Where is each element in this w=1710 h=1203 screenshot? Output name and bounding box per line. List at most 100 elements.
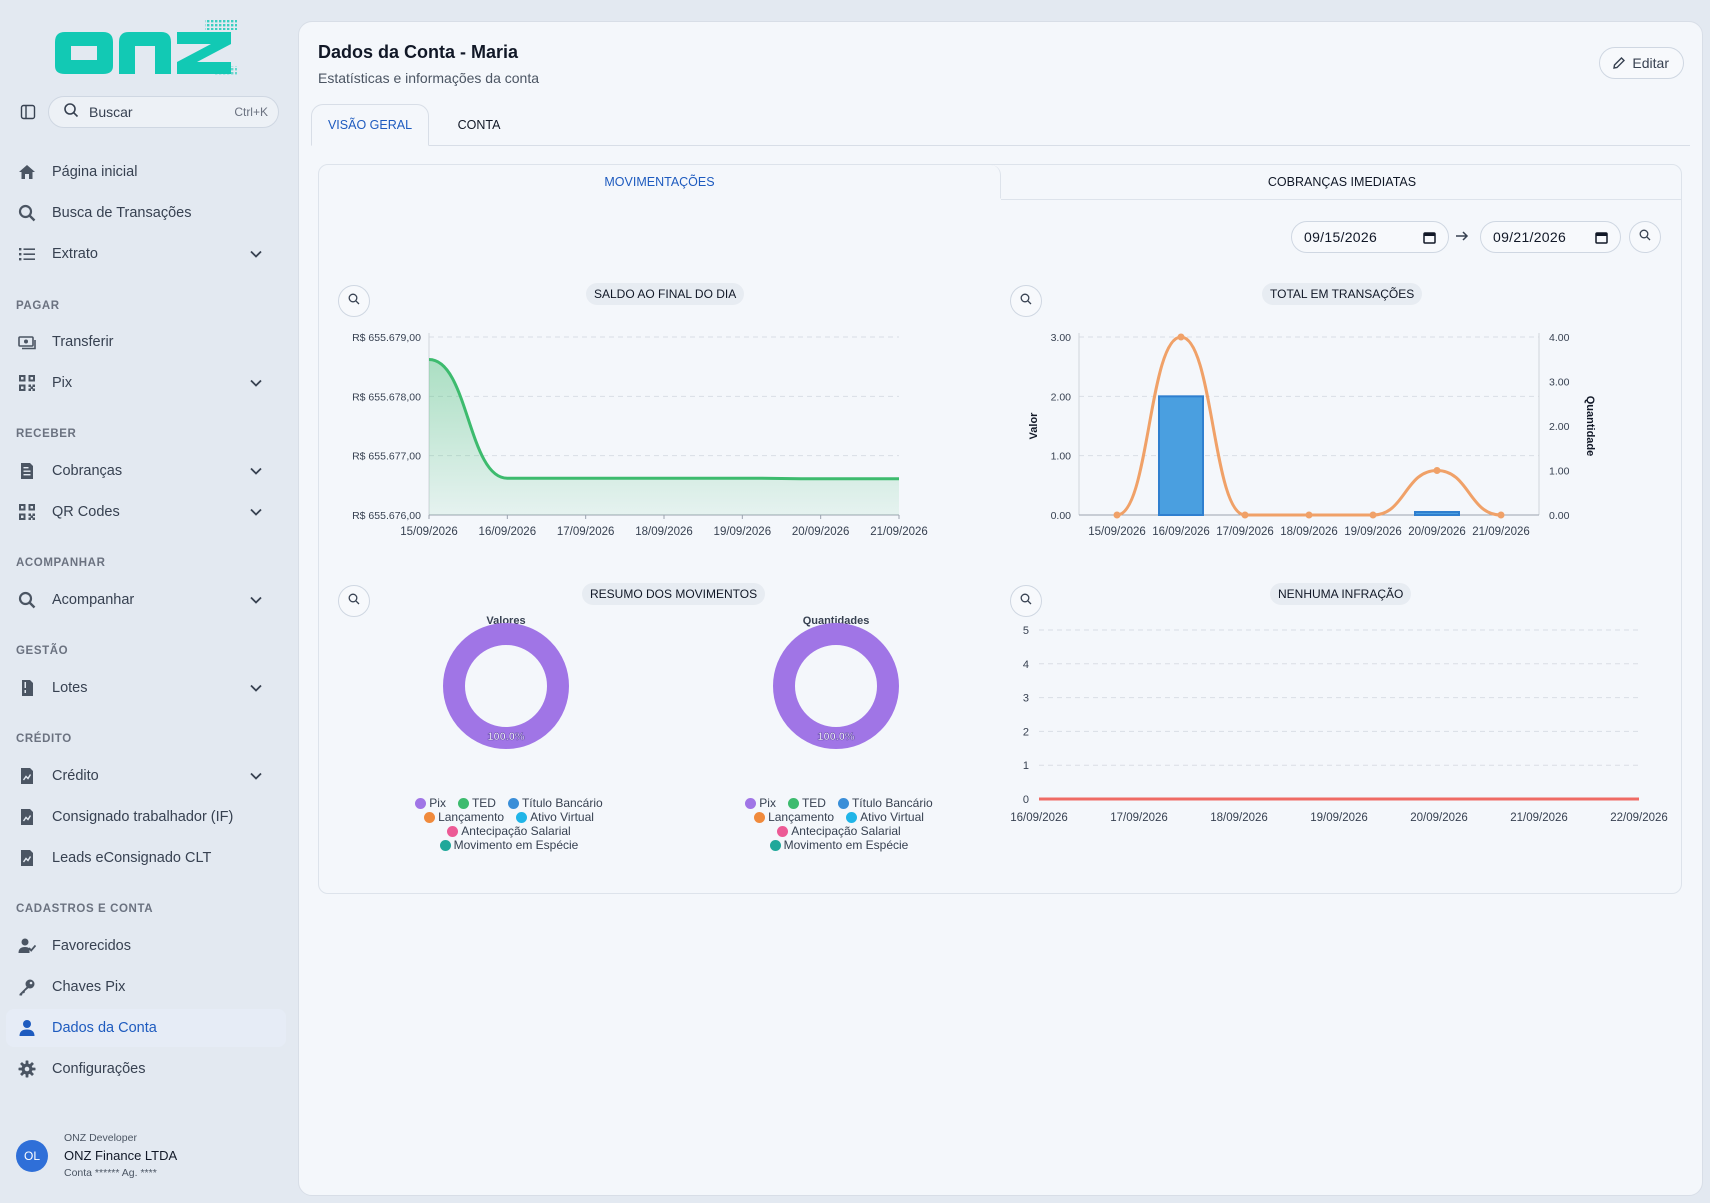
x-tick-label: 19/09/2026 (1310, 812, 1368, 824)
sidebar-item-transferir[interactable]: Transferir (6, 323, 286, 361)
credit-document-icon (16, 765, 38, 787)
legend-item[interactable]: Pix (745, 796, 776, 810)
legend-item[interactable]: Antecipação Salarial (447, 824, 571, 838)
sidebar-item-dados-conta[interactable]: Dados da Conta (6, 1009, 286, 1047)
y-tick-label: 2.00 (1051, 391, 1072, 403)
zoom-chart-button[interactable] (1010, 585, 1042, 617)
legend-dot-icon (415, 797, 427, 809)
sidebar-item-label: Acompanhar (52, 592, 135, 608)
donut-slice (773, 623, 899, 749)
zoom-chart-button[interactable] (338, 585, 370, 617)
sidebar-item-favorecidos[interactable]: Favorecidos (6, 927, 286, 965)
chart-title-infracao: NENHUMA INFRAÇÃO (1270, 583, 1412, 605)
chevron-down-icon (248, 246, 264, 262)
x-tick-label: 22/09/2026 (1610, 812, 1668, 824)
y2-axis-label: Quantidade (1584, 396, 1596, 457)
search-placeholder: Buscar (89, 104, 133, 120)
x-tick-label: 16/09/2026 (479, 526, 537, 535)
legend-label: Movimento em Espécie (783, 838, 909, 852)
legend-item[interactable]: Ativo Virtual (846, 810, 924, 824)
subtab-cobrancas-imediatas[interactable]: COBRANÇAS IMEDIATAS (1267, 175, 1417, 189)
chart-title-transacoes: TOTAL EM TRANSAÇÕES (1262, 283, 1423, 305)
section-pagar: PAGAR (16, 300, 60, 312)
balance-line (428, 358, 899, 481)
movements-card: MOVIMENTAÇÕES COBRANÇAS IMEDIATAS 09/15/… (318, 164, 1682, 894)
tab-conta[interactable]: CONTA (457, 118, 501, 132)
legend-item[interactable]: TED (787, 796, 826, 810)
start-date-input[interactable]: 09/15/2026 (1291, 221, 1449, 253)
chevron-down-icon (248, 463, 264, 479)
zoom-chart-button[interactable] (1010, 285, 1042, 317)
quantity-point (1497, 511, 1505, 519)
zoom-chart-button[interactable] (338, 285, 370, 317)
sidebar-item-lotes[interactable]: Lotes (6, 669, 286, 707)
x-tick-label: 16/09/2026 (1152, 526, 1210, 535)
legend-item[interactable]: Movimento em Espécie (769, 838, 909, 852)
y-tick-label: 5 (1023, 625, 1029, 637)
sidebar-item-extrato[interactable]: Extrato (6, 235, 286, 273)
search-icon (1020, 292, 1032, 310)
sidebar-item-label: Dados da Conta (52, 1020, 157, 1036)
legend-label: Antecipação Salarial (791, 824, 901, 838)
legend-item[interactable]: Pix (415, 796, 446, 810)
search-icon (348, 292, 360, 310)
search-icon (16, 589, 38, 611)
balance-chart: R$ 655.679,00 R$ 655.678,00 R$ 655.677,00 R… (352, 332, 928, 535)
calendar-icon[interactable] (1423, 231, 1436, 244)
search-input[interactable]: Buscar Ctrl+K (48, 96, 279, 128)
sidebar-item-label: Lotes (52, 680, 88, 696)
sidebar-item-qr-codes[interactable]: QR Codes (6, 493, 286, 531)
sidebar-item-pagina-inicial[interactable]: Página inicial (6, 153, 286, 191)
section-cadastros: CADASTROS E CONTA (16, 903, 154, 915)
chevron-down-icon (248, 680, 264, 696)
tabs: VISÃO GERAL CONTA (311, 104, 1690, 146)
x-tick-label: 17/09/2026 (557, 526, 615, 535)
sidebar-item-leads[interactable]: Leads eConsignado CLT (6, 839, 286, 877)
infraction-chart: 5 4 3 2 1 0 16/09/2026 17/09/2026 18/09/2026 19/0… (1010, 625, 1668, 824)
end-date-input[interactable]: 09/21/2026 (1480, 221, 1621, 253)
legend-row: Pix TED Título Bancário (379, 796, 639, 810)
y-axis-label: Valor (1028, 412, 1040, 440)
search-dates-button[interactable] (1629, 221, 1661, 253)
legend-item[interactable]: Título Bancário (837, 796, 933, 810)
y2-tick-label: 4.00 (1549, 332, 1570, 344)
legend-label: TED (471, 796, 496, 810)
quantity-point (1177, 333, 1185, 341)
sidebar-item-pix[interactable]: Pix (6, 364, 286, 402)
sidebar-item-configuracoes[interactable]: Configurações (6, 1050, 286, 1088)
legend-item[interactable]: Ativo Virtual (516, 810, 594, 824)
sidebar-item-label: Leads eConsignado CLT (52, 850, 212, 866)
sidebar-item-chaves-pix[interactable]: Chaves Pix (6, 968, 286, 1006)
tab-visao-geral[interactable]: VISÃO GERAL (311, 104, 429, 146)
user-profile[interactable]: OL ONZ Developer ONZ Finance LTDA Conta … (16, 1132, 177, 1179)
y-tick-label: R$ 655.677,00 (352, 451, 421, 463)
sidebar-toggle-icon[interactable] (14, 98, 42, 126)
legend-item[interactable]: TED (457, 796, 496, 810)
legend-valores: Pix TED Título Bancário Lançamento Ativo Vir… (379, 796, 639, 852)
calendar-icon[interactable] (1595, 231, 1608, 244)
sidebar-item-consignado[interactable]: Consignado trabalhador (IF) (6, 798, 286, 836)
legend-dot-icon (745, 797, 757, 809)
chevron-down-icon (248, 592, 264, 608)
legend-dot-icon (516, 811, 528, 823)
sidebar-item-credito[interactable]: Crédito (6, 757, 286, 795)
legend-dot-icon (754, 811, 766, 823)
sidebar-item-busca-transacoes[interactable]: Busca de Transações (6, 194, 286, 232)
x-tick-label: 21/09/2026 (1510, 812, 1568, 824)
user-org: ONZ Finance LTDA (64, 1148, 178, 1163)
legend-item[interactable]: Antecipação Salarial (777, 824, 901, 838)
edit-button[interactable]: Editar (1599, 47, 1684, 79)
legend-item[interactable]: Lançamento (754, 810, 834, 824)
subtab-movimentacoes[interactable]: MOVIMENTAÇÕES (319, 165, 1001, 199)
legend-dot-icon (439, 839, 451, 851)
sidebar-item-acompanhar[interactable]: Acompanhar (6, 581, 286, 619)
x-tick-label: 19/09/2026 (714, 526, 772, 535)
x-tick-label: 17/09/2026 (1110, 812, 1168, 824)
legend-dot-icon (846, 811, 858, 823)
legend-item[interactable]: Lançamento (424, 810, 504, 824)
legend-item[interactable]: Movimento em Espécie (439, 838, 578, 852)
onz-logo[interactable] (55, 20, 237, 76)
pencil-icon (1612, 56, 1626, 70)
legend-item[interactable]: Título Bancário (507, 796, 603, 810)
sidebar-item-cobrancas[interactable]: Cobranças (6, 452, 286, 490)
